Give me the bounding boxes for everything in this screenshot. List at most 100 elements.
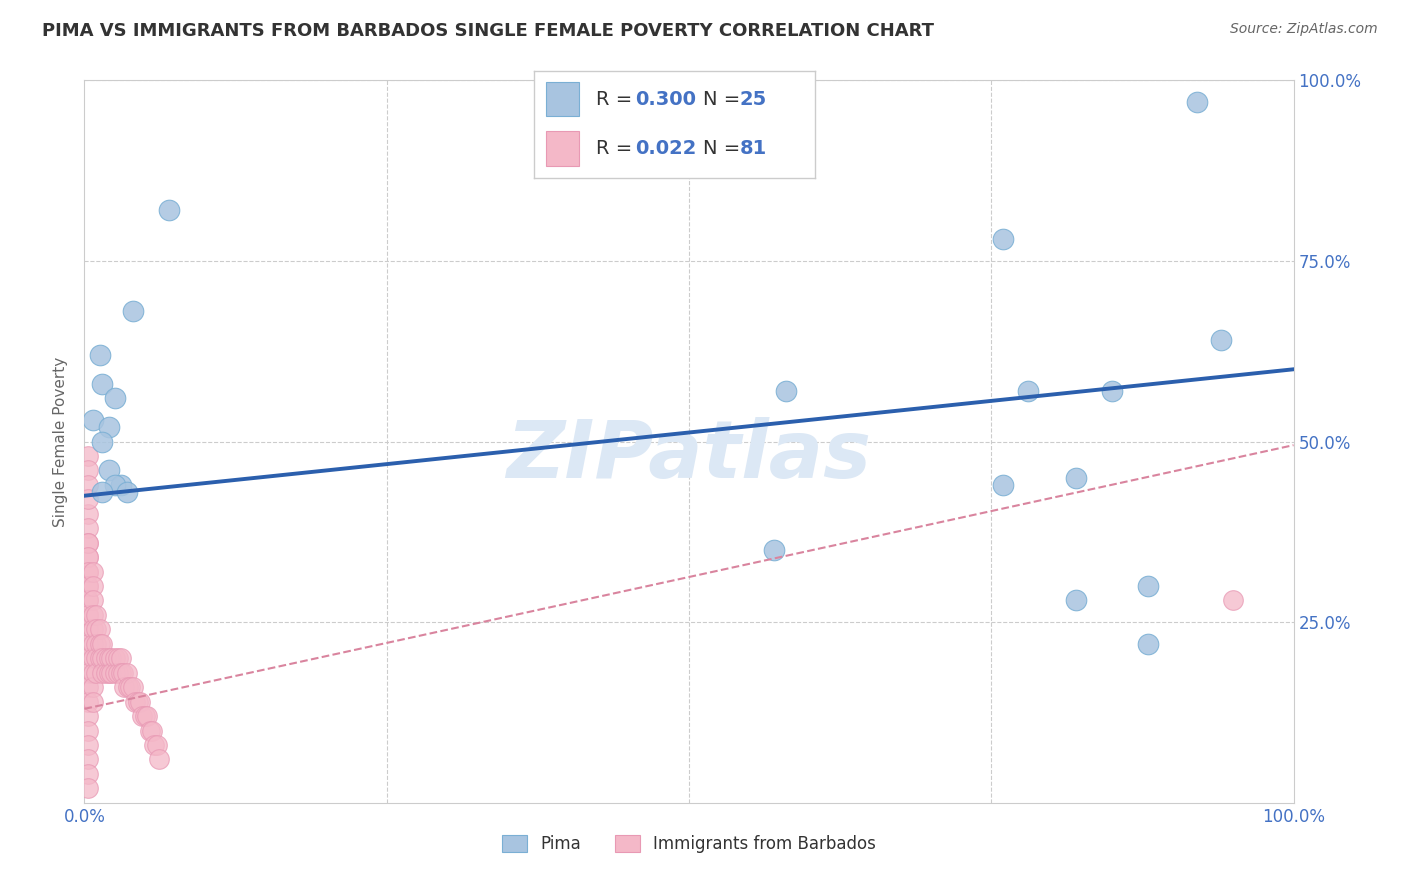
Point xyxy=(91,376,114,391)
Point xyxy=(86,665,108,680)
Point xyxy=(82,565,104,579)
Point xyxy=(82,593,104,607)
Point xyxy=(77,550,100,565)
Point xyxy=(86,607,108,622)
Point xyxy=(86,637,108,651)
Point xyxy=(97,665,120,680)
Point xyxy=(112,665,135,680)
Point xyxy=(143,738,166,752)
Point xyxy=(94,651,117,665)
Point xyxy=(77,607,100,622)
Text: Source: ZipAtlas.com: Source: ZipAtlas.com xyxy=(1230,22,1378,37)
Point xyxy=(117,680,139,694)
Point xyxy=(77,593,100,607)
Point xyxy=(134,709,156,723)
Point xyxy=(97,420,120,434)
Point xyxy=(82,413,104,427)
Point xyxy=(82,680,104,694)
Point xyxy=(89,637,111,651)
Point xyxy=(89,348,111,362)
Point xyxy=(77,623,100,637)
Point xyxy=(91,651,114,665)
Point xyxy=(107,651,129,665)
Point xyxy=(104,478,127,492)
Text: 25: 25 xyxy=(740,90,766,109)
Point xyxy=(121,304,143,318)
Point xyxy=(77,709,100,723)
Bar xyxy=(546,82,579,116)
Point xyxy=(82,637,104,651)
Point xyxy=(1209,334,1232,348)
Point xyxy=(77,781,100,796)
Point xyxy=(104,665,127,680)
Point xyxy=(94,665,117,680)
Point xyxy=(77,565,100,579)
Point xyxy=(82,607,104,622)
Point xyxy=(77,507,100,521)
Text: N =: N = xyxy=(703,90,747,109)
Point xyxy=(77,521,100,535)
Point xyxy=(107,665,129,680)
Point xyxy=(91,434,114,449)
Point xyxy=(97,651,120,665)
Point xyxy=(97,463,120,477)
Point xyxy=(138,723,160,738)
Point xyxy=(146,738,169,752)
Point xyxy=(115,485,138,500)
Point xyxy=(1137,637,1160,651)
Point xyxy=(77,738,100,752)
Point xyxy=(124,695,146,709)
Point xyxy=(82,579,104,593)
Point xyxy=(129,695,152,709)
Text: N =: N = xyxy=(703,139,747,158)
Point xyxy=(762,542,785,557)
Point xyxy=(77,579,100,593)
Point xyxy=(1064,470,1087,484)
Point xyxy=(110,478,132,492)
Y-axis label: Single Female Poverty: Single Female Poverty xyxy=(53,357,69,526)
Point xyxy=(77,535,100,549)
Point xyxy=(77,695,100,709)
Point xyxy=(77,651,100,665)
Point xyxy=(77,593,100,607)
Point xyxy=(1185,95,1208,109)
Point xyxy=(1017,384,1039,398)
Point xyxy=(77,463,100,477)
Point xyxy=(77,535,100,549)
Point xyxy=(131,709,153,723)
Text: 0.022: 0.022 xyxy=(636,139,697,158)
Point xyxy=(86,623,108,637)
Text: 81: 81 xyxy=(740,139,766,158)
Point xyxy=(1137,579,1160,593)
Point xyxy=(100,651,122,665)
Point xyxy=(77,680,100,694)
Point xyxy=(77,550,100,565)
Point xyxy=(141,723,163,738)
Point xyxy=(82,651,104,665)
Point xyxy=(157,203,180,218)
Point xyxy=(89,623,111,637)
Point xyxy=(120,680,142,694)
Point xyxy=(91,665,114,680)
Point xyxy=(77,752,100,766)
Point xyxy=(77,607,100,622)
Point xyxy=(1101,384,1123,398)
Point xyxy=(121,680,143,694)
Legend: Pima, Immigrants from Barbados: Pima, Immigrants from Barbados xyxy=(495,828,883,860)
Point xyxy=(77,665,100,680)
Point xyxy=(77,637,100,651)
Point xyxy=(1064,593,1087,607)
Point xyxy=(77,767,100,781)
Point xyxy=(136,709,159,723)
Point xyxy=(89,651,111,665)
Point xyxy=(77,449,100,463)
Point xyxy=(148,752,170,766)
Point xyxy=(115,665,138,680)
Point xyxy=(77,565,100,579)
Point xyxy=(104,391,127,405)
Point xyxy=(104,651,127,665)
Point xyxy=(993,232,1015,246)
Point xyxy=(82,695,104,709)
Point xyxy=(1222,593,1244,607)
Text: ZIPatlas: ZIPatlas xyxy=(506,417,872,495)
